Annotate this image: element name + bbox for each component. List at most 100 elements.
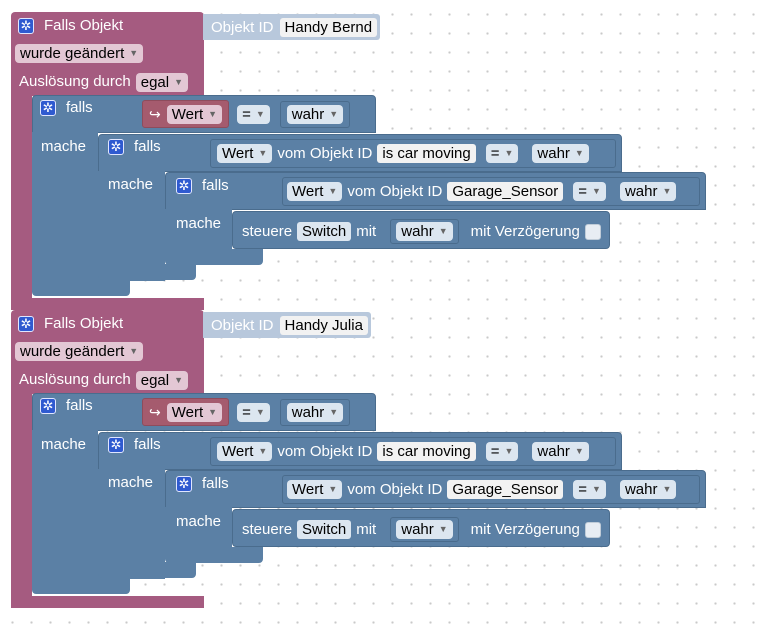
gear-icon[interactable]: ✲: [176, 178, 192, 194]
bool-dropdown[interactable]: wahr ▼: [396, 520, 453, 539]
operator-value: =: [490, 145, 500, 162]
operator-dropdown[interactable]: = ▼: [573, 182, 606, 201]
operator-value: =: [578, 481, 588, 498]
if-block-2-footer: [98, 264, 196, 280]
bool-value: wahr: [291, 105, 325, 123]
caret-down-icon: ▼: [438, 524, 448, 534]
with-label: mit: [356, 222, 377, 240]
trigger-value: egal: [140, 73, 170, 91]
bool-dropdown[interactable]: wahr ▼: [396, 222, 453, 241]
gear-icon[interactable]: ✲: [108, 437, 124, 453]
delay-checkbox[interactable]: [584, 521, 601, 538]
compare-block[interactable]: Wert ▼ vom Objekt ID Garage_Sensor = ▼ wah…: [282, 177, 700, 206]
delay-checkbox[interactable]: [584, 223, 601, 240]
object-id-value[interactable]: Handy Bernd: [279, 17, 378, 37]
object-id-value[interactable]: Garage_Sensor: [447, 182, 564, 201]
operator-value: =: [242, 105, 251, 123]
if-label: falls: [66, 397, 93, 414]
operator-dropdown[interactable]: = ▼: [237, 104, 270, 124]
wert-value: Wert: [292, 183, 324, 200]
bool-value: wahr: [401, 223, 434, 240]
operator-dropdown[interactable]: = ▼: [573, 480, 606, 499]
caret-down-icon: ▼: [258, 148, 268, 158]
operator-dropdown[interactable]: = ▼: [237, 402, 270, 422]
wert-dropdown[interactable]: Wert ▼: [217, 144, 273, 163]
object-id-block[interactable]: Objekt ID Handy Bernd: [203, 14, 381, 40]
operator-dropdown[interactable]: = ▼: [485, 442, 519, 461]
caret-down-icon: ▼: [258, 446, 268, 456]
operator-dropdown[interactable]: = ▼: [485, 144, 519, 163]
do-label: mache: [41, 436, 87, 453]
wert-dropdown[interactable]: Wert ▼: [217, 442, 273, 461]
object-id-block[interactable]: Objekt ID Handy Julia: [203, 312, 371, 338]
gear-icon[interactable]: ✲: [176, 476, 192, 492]
compare-block[interactable]: Wert ▼ vom Objekt ID is car moving = ▼ wah…: [210, 437, 616, 466]
bool-dropdown[interactable]: wahr ▼: [619, 182, 677, 201]
bool-block[interactable]: wahr ▼: [390, 517, 459, 542]
return-arrow-icon: ↪: [149, 105, 161, 122]
caret-down-icon: ▼: [662, 484, 672, 494]
gear-icon[interactable]: ✲: [18, 18, 34, 34]
caret-down-icon: ▼: [255, 108, 265, 119]
caret-down-icon: ▼: [592, 186, 601, 196]
target-object-value[interactable]: Switch: [297, 520, 352, 539]
caret-down-icon: ▼: [504, 446, 514, 456]
if-block-2-side: [98, 171, 165, 281]
wert-dropdown[interactable]: Wert ▼: [166, 402, 223, 422]
wert-dropdown[interactable]: Wert ▼: [287, 480, 343, 499]
control-label: steuere: [242, 520, 293, 538]
object-id-value[interactable]: Garage_Sensor: [447, 480, 564, 499]
object-id-value[interactable]: is car moving: [377, 442, 476, 461]
wert-value: Wert: [171, 105, 204, 123]
changed-dropdown[interactable]: wurde geändert ▼: [15, 342, 144, 361]
bool-dropdown[interactable]: wahr ▼: [619, 480, 677, 499]
event-side-bar: [11, 388, 32, 598]
from-object-label: vom Objekt ID: [277, 144, 373, 162]
from-object-label: vom Objekt ID: [277, 442, 373, 460]
bool-block[interactable]: wahr ▼: [279, 398, 351, 426]
operator-value: =: [242, 403, 251, 421]
caret-down-icon: ▼: [174, 374, 184, 385]
bool-dropdown[interactable]: wahr ▼: [286, 104, 344, 124]
caret-down-icon: ▼: [328, 186, 338, 196]
bool-block[interactable]: wahr ▼: [390, 219, 459, 244]
if-block-1-side: [32, 430, 98, 590]
target-object-value[interactable]: Switch: [297, 222, 352, 241]
trigger-dropdown[interactable]: egal ▼: [135, 72, 189, 92]
gear-icon[interactable]: ✲: [108, 139, 124, 155]
caret-down-icon: ▼: [438, 226, 448, 236]
wert-dropdown[interactable]: Wert ▼: [287, 182, 343, 201]
changed-value: wurde geändert: [20, 343, 125, 360]
object-id-value[interactable]: Handy Julia: [279, 315, 368, 335]
caret-down-icon: ▼: [129, 48, 139, 58]
if-label: falls: [202, 177, 229, 194]
compare-block[interactable]: Wert ▼ vom Objekt ID Garage_Sensor = ▼ wah…: [282, 475, 700, 504]
do-label: mache: [108, 474, 154, 491]
compare-block[interactable]: Wert ▼ vom Objekt ID is car moving = ▼ wah…: [210, 139, 616, 168]
bool-dropdown[interactable]: wahr ▼: [532, 442, 589, 461]
if-label: falls: [66, 99, 93, 116]
gear-icon[interactable]: ✲: [18, 316, 34, 332]
compare-block[interactable]: ↪ Wert ▼ = ▼ wahr ▼: [142, 100, 370, 129]
bool-block[interactable]: wahr ▼: [279, 100, 351, 128]
bool-value: wahr: [624, 183, 658, 200]
do-label: mache: [176, 215, 222, 232]
do-label: mache: [108, 176, 154, 193]
value-variable-block[interactable]: ↪ Wert ▼: [142, 398, 230, 426]
object-id-value[interactable]: is car moving: [377, 144, 476, 163]
gear-icon[interactable]: ✲: [40, 398, 56, 414]
wert-value: Wert: [222, 145, 254, 162]
if-block-1-footer: [32, 280, 130, 296]
compare-block[interactable]: ↪ Wert ▼ = ▼ wahr ▼: [142, 398, 370, 427]
bool-dropdown[interactable]: wahr ▼: [532, 144, 589, 163]
trigger-dropdown[interactable]: egal ▼: [135, 370, 189, 390]
gear-icon[interactable]: ✲: [40, 100, 56, 116]
caret-down-icon: ▼: [504, 148, 514, 158]
wert-dropdown[interactable]: Wert ▼: [166, 104, 223, 124]
bool-dropdown[interactable]: wahr ▼: [286, 402, 344, 422]
do-label: mache: [41, 138, 87, 155]
caret-down-icon: ▼: [329, 108, 339, 119]
value-variable-block[interactable]: ↪ Wert ▼: [142, 100, 230, 128]
changed-dropdown[interactable]: wurde geändert ▼: [15, 44, 144, 63]
if-label: falls: [134, 436, 161, 453]
